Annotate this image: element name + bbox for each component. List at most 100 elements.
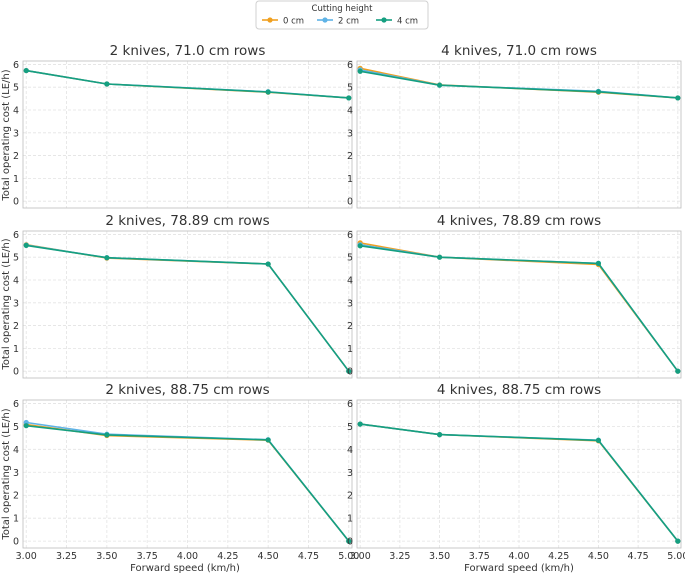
data-point — [357, 243, 363, 249]
x-tick-label: 3.75 — [469, 551, 490, 562]
y-tick-label: 2 — [13, 151, 19, 162]
panel-5: 2 knives, 88.75 cm rows 0 1 2 3 4 5 6 3.00 3.25 3.… — [13, 382, 359, 562]
y-tick-label: 4 — [13, 445, 19, 456]
y-tick-label: 0 — [347, 537, 353, 548]
x-tick-label: 3.00 — [16, 551, 37, 562]
data-point — [23, 67, 29, 74]
series-line-4cm — [26, 244, 350, 372]
y-tick-label: 5 — [13, 422, 19, 433]
legend: Cutting height 0 cm 2 cm 4 cm — [255, 0, 429, 30]
legend-label-1: 2 cm — [338, 17, 359, 27]
y-tick-label: 6 — [13, 399, 19, 410]
legend-title: Cutting height — [312, 4, 374, 14]
panel-frame — [356, 399, 682, 549]
panel-1: 2 knives, 71.0 cm rows 0 1 2 3 4 5 6 — [13, 43, 353, 209]
y-tick-label: 5 — [347, 83, 353, 94]
data-point — [265, 437, 271, 443]
x-tick-label: 3.00 — [350, 551, 371, 562]
data-point — [346, 368, 352, 374]
legend-marker-0 — [267, 17, 273, 23]
y-tick-label: 0 — [13, 367, 19, 378]
legend-marker-1 — [322, 17, 328, 23]
x-tick-label: 3.50 — [96, 551, 117, 562]
panel-title: 2 knives, 71.0 cm rows — [110, 43, 266, 59]
y-tick-label: 5 — [347, 422, 353, 433]
data-point — [436, 432, 443, 438]
data-point — [436, 82, 443, 88]
y-tick-label: 3 — [13, 468, 19, 479]
y-tick-label: 1 — [13, 514, 19, 525]
x-tick-label: 3.25 — [389, 551, 410, 562]
y-tick-label: 3 — [347, 298, 353, 309]
legend-marker-2 — [381, 17, 387, 23]
data-point — [104, 81, 110, 87]
y-tick-label: 3 — [13, 128, 19, 139]
data-point — [675, 95, 681, 101]
x-axis-label-left: Forward speed (km/h) — [130, 563, 240, 574]
y-tick-label: 4 — [347, 106, 353, 117]
panel-frame — [22, 399, 353, 549]
y-tick-label: 1 — [347, 514, 353, 525]
y-tick-label: 5 — [13, 83, 19, 94]
x-tick-label: 3.50 — [429, 551, 450, 562]
data-point — [104, 255, 110, 261]
x-tick-label: 4.50 — [588, 551, 609, 562]
panel-title: 2 knives, 78.89 cm rows — [105, 213, 269, 229]
data-point — [595, 437, 602, 443]
panel-frame — [356, 230, 682, 379]
x-tick-label: 4.75 — [298, 551, 319, 562]
y-tick-label: 0 — [13, 197, 19, 208]
x-tick-label: 4.00 — [177, 551, 198, 562]
series-line-4cm — [360, 423, 679, 542]
panel-3: 2 knives, 78.89 cm rows 0 1 2 3 4 5 6 — [13, 213, 353, 379]
series-line-4cm — [360, 245, 679, 372]
y-tick-label: 1 — [13, 174, 19, 185]
x-tick-label: 4.25 — [548, 551, 569, 562]
panel-frame — [22, 60, 353, 209]
y-tick-label: 0 — [13, 537, 19, 548]
y-axis-label-row-3: Total operating cost (LE/h) — [1, 408, 12, 540]
y-tick-label: 1 — [13, 344, 19, 355]
x-axis-label-right: Forward speed (km/h) — [464, 563, 574, 574]
panel-frame — [22, 230, 353, 379]
y-tick-label: 2 — [347, 491, 353, 502]
y-tick-label: 2 — [13, 321, 19, 332]
x-tick-label: 5.00 — [338, 551, 359, 562]
y-tick-label: 2 — [13, 491, 19, 502]
series-line-4cm — [360, 70, 678, 99]
y-tick-label: 6 — [347, 230, 353, 241]
y-tick-label: 5 — [347, 253, 353, 264]
data-point — [675, 538, 681, 544]
panel-title: 4 knives, 78.89 cm rows — [437, 213, 601, 229]
panel-2: 4 knives, 71.0 cm rows 0 1 2 3 4 5 6 — [347, 43, 682, 209]
series-line-4cm — [26, 69, 349, 99]
y-tick-label: 4 — [13, 276, 19, 287]
panel-title: 2 knives, 88.75 cm rows — [105, 382, 269, 398]
legend-label-2: 4 cm — [397, 17, 418, 27]
x-tick-label: 4.00 — [508, 551, 529, 562]
y-tick-label: 6 — [13, 60, 19, 71]
x-tick-label: 4.50 — [258, 551, 279, 562]
legend-entries: 0 cm 2 cm 4 cm — [262, 17, 418, 27]
panel-4: 4 knives, 78.89 cm rows 0 1 2 3 4 5 6 — [347, 213, 682, 379]
y-tick-label: 4 — [347, 276, 353, 287]
y-tick-label: 5 — [13, 253, 19, 264]
y-tick-label: 6 — [13, 230, 19, 241]
y-tick-label: 3 — [347, 128, 353, 139]
y-tick-label: 4 — [13, 106, 19, 117]
y-tick-label: 2 — [347, 151, 353, 162]
data-point — [357, 421, 363, 427]
x-tick-label: 3.25 — [56, 551, 77, 562]
y-tick-label: 4 — [347, 445, 353, 456]
panel-frame — [356, 60, 682, 209]
series-line-4cm — [26, 424, 350, 542]
panel-title: 4 knives, 71.0 cm rows — [441, 43, 597, 59]
y-tick-label: 3 — [13, 298, 19, 309]
data-point — [595, 89, 602, 95]
y-tick-label: 0 — [347, 197, 353, 208]
y-tick-label: 6 — [347, 399, 353, 410]
y-tick-label: 6 — [347, 60, 353, 71]
y-tick-label: 1 — [347, 344, 353, 355]
data-point — [265, 261, 271, 267]
